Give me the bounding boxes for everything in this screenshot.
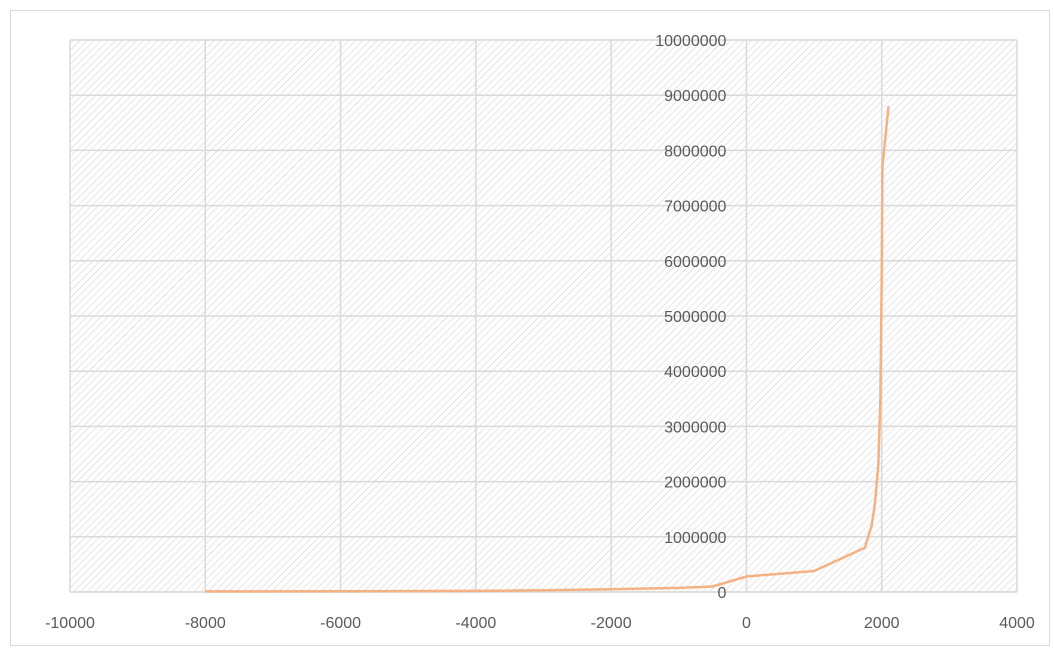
x-tick-label: -2000: [591, 615, 632, 632]
y-tick-label: 6000000: [664, 254, 726, 271]
y-tick-label: 7000000: [664, 199, 726, 216]
x-tick-label: -8000: [185, 615, 226, 632]
series-layer: [205, 106, 890, 593]
x-tick-label: -4000: [455, 615, 496, 632]
y-tick-label: 0: [718, 585, 727, 602]
y-tick-label: 10000000: [655, 33, 726, 50]
x-tick-label: 2000: [864, 615, 900, 632]
y-tick-label: 3000000: [664, 419, 726, 436]
x-tick-label: 4000: [999, 615, 1035, 632]
x-tick-label: -6000: [320, 615, 361, 632]
series-line: [205, 106, 890, 593]
x-axis-tick-labels: -10000 -8000 -6000 -4000 -2000 0 2000 4000: [45, 615, 1035, 632]
y-axis-tick-labels: 0 1000000 2000000 3000000 4000000 5000000 6000…: [655, 33, 726, 602]
y-tick-label: 5000000: [664, 309, 726, 326]
y-tick-label: 1000000: [664, 530, 726, 547]
y-tick-label: 4000000: [664, 364, 726, 381]
y-tick-label: 8000000: [664, 143, 726, 160]
x-tick-label: 0: [742, 615, 751, 632]
x-tick-label: -10000: [45, 615, 95, 632]
y-tick-label: 9000000: [664, 88, 726, 105]
horizontal-gridlines: [70, 39, 1017, 593]
y-tick-label: 2000000: [664, 475, 726, 492]
